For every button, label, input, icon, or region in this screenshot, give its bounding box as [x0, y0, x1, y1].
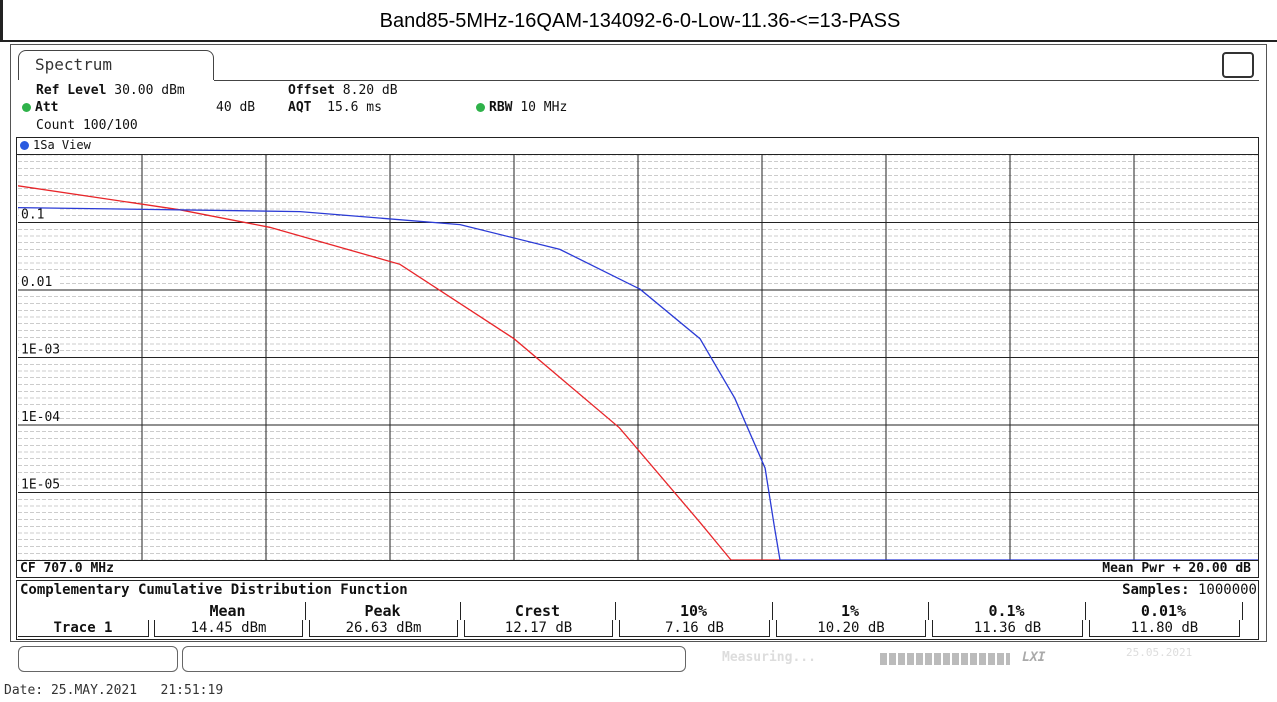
label: RBW	[489, 100, 513, 115]
menu-icon[interactable]	[1222, 52, 1254, 78]
setting-value: 40 dB	[216, 100, 256, 115]
center-frequency: CF 707.0 MHz	[20, 561, 114, 576]
cell: 12.17 dB	[464, 620, 613, 637]
footer-date: Date: 25.MAY.2021 21:51:19	[4, 683, 224, 698]
column-header: 0.01%	[1085, 602, 1243, 620]
cell: 11.80 dB	[1089, 620, 1240, 637]
column-header: 0.1%	[928, 602, 1086, 620]
table-title: Complementary Cumulative Distribution Fu…	[20, 582, 408, 598]
tab[interactable]: Spectrum	[18, 50, 214, 80]
cell: 10.20 dB	[776, 620, 926, 637]
status-field	[182, 646, 686, 672]
cell: 26.63 dBm	[309, 620, 458, 637]
indicator	[476, 103, 485, 112]
trace	[18, 185, 781, 560]
count: Count 100/100	[36, 118, 138, 133]
y-tick-label: 1E-04	[21, 410, 60, 425]
view-bar	[17, 138, 1258, 155]
cell: 11.36 dB	[932, 620, 1083, 637]
cell: 7.16 dB	[619, 620, 770, 637]
trace	[18, 206, 1258, 560]
chart-frame	[16, 137, 1259, 578]
label: Samples:	[1122, 582, 1190, 598]
setting: Ref Level 30.00 dBm	[36, 83, 185, 98]
value: 15.6 ms	[327, 100, 382, 115]
samples: Samples: 1000000	[1122, 582, 1257, 598]
column-header: Mean	[150, 602, 306, 620]
tick-label-bg	[19, 208, 59, 221]
label: Offset	[288, 83, 335, 98]
tick-label-bg	[19, 343, 59, 356]
progress	[880, 653, 1010, 665]
tick-label-bg	[19, 411, 59, 423]
y-tick-label: 0.1	[21, 208, 44, 223]
setting: Att	[22, 100, 58, 115]
row-label: Trace 1	[18, 620, 149, 637]
value: 10 MHz	[520, 100, 568, 115]
chart: 0.1 0.01 1E-03 1E-04 1E-05	[18, 155, 1258, 560]
status-field	[18, 646, 178, 672]
setting: Offset 8.20 dB	[288, 83, 398, 98]
value: 8.20 dB	[342, 83, 398, 98]
cf-bar	[17, 560, 1258, 578]
column-header: 10%	[615, 602, 773, 620]
label: 1Sa View	[33, 138, 91, 152]
column-header: Crest	[460, 602, 616, 620]
instrument: LXI	[1022, 650, 1046, 665]
label: Ref Level	[36, 83, 107, 98]
y-tick-label: 1E-03	[21, 343, 60, 358]
window-title: Band85-5MHz-16QAM-134092-6-0-Low-11.36-<…	[0, 0, 1277, 42]
indicator	[22, 103, 31, 112]
label: Att	[35, 100, 59, 115]
view-label: 1Sa View	[20, 138, 91, 152]
measuring: Measuring...	[722, 650, 816, 665]
value: 1000000	[1197, 582, 1257, 598]
column-header: 1%	[772, 602, 929, 620]
setting: RBW 10 MHz	[476, 100, 567, 115]
span-label: Mean Pwr + 20.00 dB	[1102, 561, 1251, 576]
column-header: Peak	[305, 602, 461, 620]
results-table	[16, 580, 1259, 640]
cell: 14.45 dBm	[154, 620, 303, 637]
indicator	[20, 141, 29, 150]
tab-line	[214, 80, 1259, 81]
tick-label-bg	[19, 276, 59, 288]
value: 30.00 dBm	[114, 83, 185, 98]
y-tick-label: 1E-05	[21, 478, 60, 493]
setting: AQT 15.6 ms	[288, 100, 382, 115]
tick-label-bg	[19, 478, 59, 491]
panel	[10, 44, 1267, 642]
status-date: 25.05.2021	[1126, 646, 1193, 659]
label: AQT	[288, 100, 312, 115]
y-tick-label: 0.01	[21, 275, 52, 290]
